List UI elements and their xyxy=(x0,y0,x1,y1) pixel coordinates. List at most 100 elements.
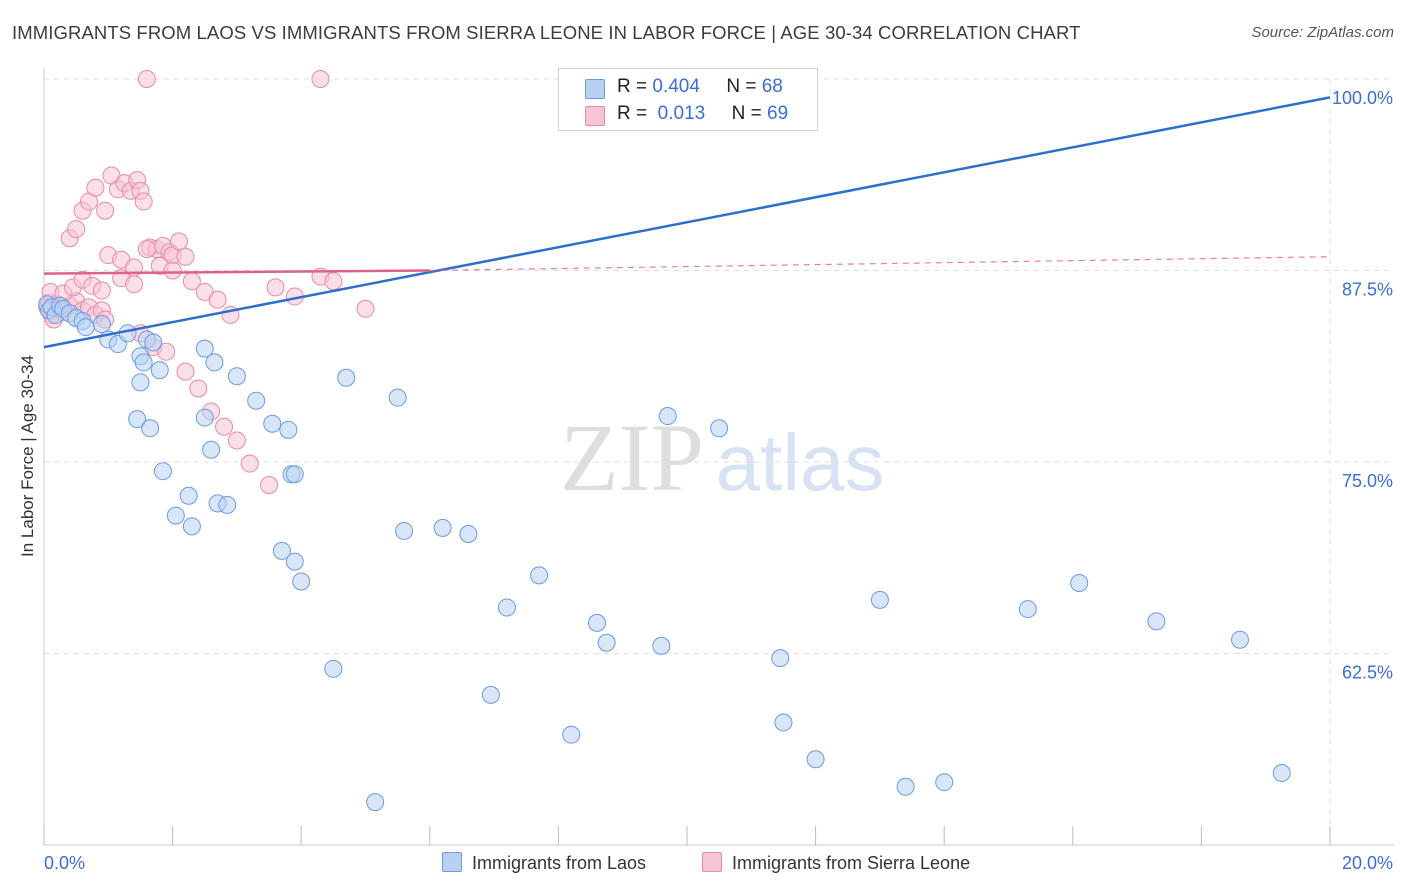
legend-n-label: N = xyxy=(731,103,762,124)
data-point-laos xyxy=(1272,763,1291,782)
data-point-laos xyxy=(1070,574,1089,593)
data-point-laos xyxy=(182,517,201,536)
data-point-laos xyxy=(1230,630,1249,649)
data-point-laos xyxy=(652,636,671,655)
data-point-sierra-leone xyxy=(137,240,156,259)
data-point-sierra-leone xyxy=(170,232,189,251)
data-point-sierra-leone xyxy=(125,275,144,294)
source-note: Source: ZipAtlas.com xyxy=(1251,24,1394,41)
trend-line-sierra-leone xyxy=(43,269,430,275)
data-point-laos xyxy=(118,324,137,343)
trend-line-sierra-leone-extension xyxy=(429,256,1331,272)
data-point-laos xyxy=(395,521,414,540)
data-point-laos xyxy=(131,373,150,392)
data-point-laos xyxy=(1018,600,1037,619)
watermark-zip: ZIP xyxy=(560,404,704,511)
pink-series xyxy=(38,70,375,494)
data-point-sierra-leone xyxy=(134,192,153,211)
legend-swatch-blue xyxy=(585,79,605,99)
y-tick-label: 100.0% xyxy=(1332,88,1393,108)
data-point-laos xyxy=(771,649,790,668)
data-point-laos xyxy=(597,633,616,652)
data-point-laos xyxy=(1147,612,1166,631)
data-point-sierra-leone xyxy=(189,379,208,398)
data-point-sierra-leone xyxy=(324,272,343,291)
data-point-laos xyxy=(710,419,729,438)
data-point-sierra-leone xyxy=(311,70,330,88)
data-point-laos xyxy=(433,518,452,537)
data-point-laos xyxy=(658,407,677,426)
data-point-laos xyxy=(134,353,153,372)
data-point-sierra-leone xyxy=(215,417,234,436)
data-point-sierra-leone xyxy=(67,220,86,239)
data-point-laos xyxy=(562,725,581,744)
data-point-laos xyxy=(285,465,304,484)
bottom-legend-sierra-leone: Immigrants from Sierra Leone xyxy=(702,852,970,874)
data-point-laos xyxy=(530,566,549,585)
data-point-sierra-leone xyxy=(266,278,285,297)
data-point-laos xyxy=(285,552,304,571)
data-point-laos xyxy=(263,414,282,433)
bottom-legend-label-sierra-leone: Immigrants from Sierra Leone xyxy=(732,853,971,873)
trend-line-laos xyxy=(43,96,1331,349)
data-point-laos xyxy=(76,318,95,337)
data-point-laos xyxy=(218,495,237,514)
data-point-laos xyxy=(247,391,266,410)
data-point-laos xyxy=(935,773,954,792)
data-point-laos xyxy=(279,420,298,439)
data-point-sierra-leone xyxy=(163,261,182,280)
data-point-laos xyxy=(774,713,793,732)
data-point-laos xyxy=(459,525,478,544)
legend-n-value: 69 xyxy=(767,103,789,124)
data-point-laos xyxy=(896,777,915,796)
data-point-laos xyxy=(144,333,163,352)
legend-n-value: 68 xyxy=(761,76,783,97)
data-point-laos xyxy=(587,613,606,632)
legend-r-value: 0.013 xyxy=(657,103,706,124)
data-point-laos xyxy=(337,368,356,387)
data-point-laos xyxy=(195,408,214,427)
x-tick-label-min: 0.0% xyxy=(44,853,85,873)
data-point-sierra-leone xyxy=(260,475,279,494)
data-point-laos xyxy=(150,361,169,380)
grid-lines xyxy=(44,78,1394,845)
bottom-legend-swatch-blue xyxy=(442,852,462,872)
data-point-sierra-leone xyxy=(240,454,259,473)
bottom-legend-label-laos: Immigrants from Laos xyxy=(472,853,647,873)
data-point-laos xyxy=(870,590,889,609)
y-tick-label: 75.0% xyxy=(1342,471,1393,491)
data-point-laos xyxy=(195,339,214,358)
watermark: ZIP atlas xyxy=(560,404,884,511)
data-point-sierra-leone xyxy=(176,362,195,381)
data-point-laos xyxy=(141,419,160,438)
data-point-sierra-leone xyxy=(356,299,375,318)
legend-r-value: 0.404 xyxy=(652,76,700,97)
data-point-sierra-leone xyxy=(137,70,156,88)
data-point-laos xyxy=(166,506,185,525)
legend-box: R = 0.404 N = 68 R = 0.013 N = 69 xyxy=(558,68,818,131)
data-point-laos xyxy=(92,315,111,334)
blue-series xyxy=(38,295,1291,812)
y-tick-label: 62.5% xyxy=(1342,663,1393,683)
axes xyxy=(43,68,1394,846)
legend-swatch-pink xyxy=(585,106,605,126)
legend-r-label: R = xyxy=(617,103,648,124)
legend-n-label: N = xyxy=(726,76,757,97)
data-point-laos xyxy=(366,793,385,812)
data-point-laos xyxy=(388,388,407,407)
bottom-legend-laos: Immigrants from Laos xyxy=(442,852,646,874)
trend-lines xyxy=(43,96,1331,349)
data-point-laos xyxy=(806,750,825,769)
data-point-sierra-leone xyxy=(96,201,115,220)
data-point-sierra-leone xyxy=(157,342,176,361)
y-axis-label: In Labor Force | Age 30-34 xyxy=(18,355,37,557)
x-tick-label-max: 20.0% xyxy=(1342,853,1393,873)
watermark-atlas: atlas xyxy=(716,418,885,507)
data-point-laos xyxy=(202,440,221,459)
tick-labels: 62.5% 75.0% 87.5% 100.0% 0.0% 20.0% xyxy=(44,88,1393,873)
data-point-laos xyxy=(153,462,172,481)
data-point-laos xyxy=(128,410,147,429)
data-point-laos xyxy=(205,353,224,372)
data-point-laos xyxy=(481,685,500,704)
